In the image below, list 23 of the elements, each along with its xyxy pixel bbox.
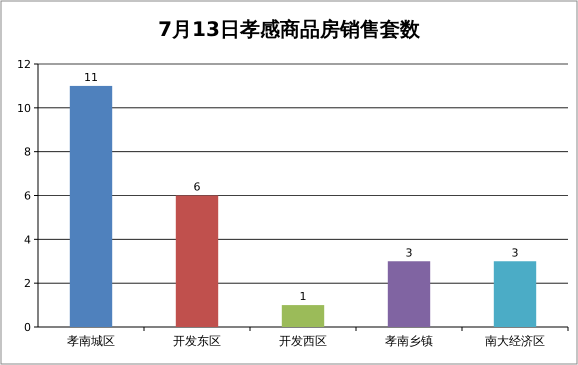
bar xyxy=(176,196,218,327)
bar xyxy=(70,86,112,327)
y-tick-label: 4 xyxy=(24,233,31,246)
data-label: 6 xyxy=(194,180,200,194)
x-tick-label: 开发西区 xyxy=(279,334,327,348)
data-label: 1 xyxy=(300,290,306,304)
y-tick-label: 10 xyxy=(17,102,31,115)
data-label: 3 xyxy=(512,246,518,260)
x-tick-label: 南大经济区 xyxy=(485,334,545,348)
y-tick-label: 12 xyxy=(17,58,31,71)
y-tick-label: 8 xyxy=(24,146,31,159)
data-label: 3 xyxy=(406,246,412,260)
data-label: 11 xyxy=(84,70,98,84)
y-tick-label: 2 xyxy=(24,277,31,290)
chart-title: 7月13日孝感商品房销售套数 xyxy=(158,17,421,41)
x-tick-label: 孝南乡镇 xyxy=(385,334,433,348)
y-tick-label: 0 xyxy=(24,321,31,334)
x-tick-label: 孝南城区 xyxy=(67,334,115,348)
bar xyxy=(494,261,536,327)
y-tick-label: 6 xyxy=(24,190,31,202)
x-tick-label: 开发东区 xyxy=(173,334,221,348)
bar xyxy=(282,305,324,327)
bar xyxy=(388,261,430,327)
